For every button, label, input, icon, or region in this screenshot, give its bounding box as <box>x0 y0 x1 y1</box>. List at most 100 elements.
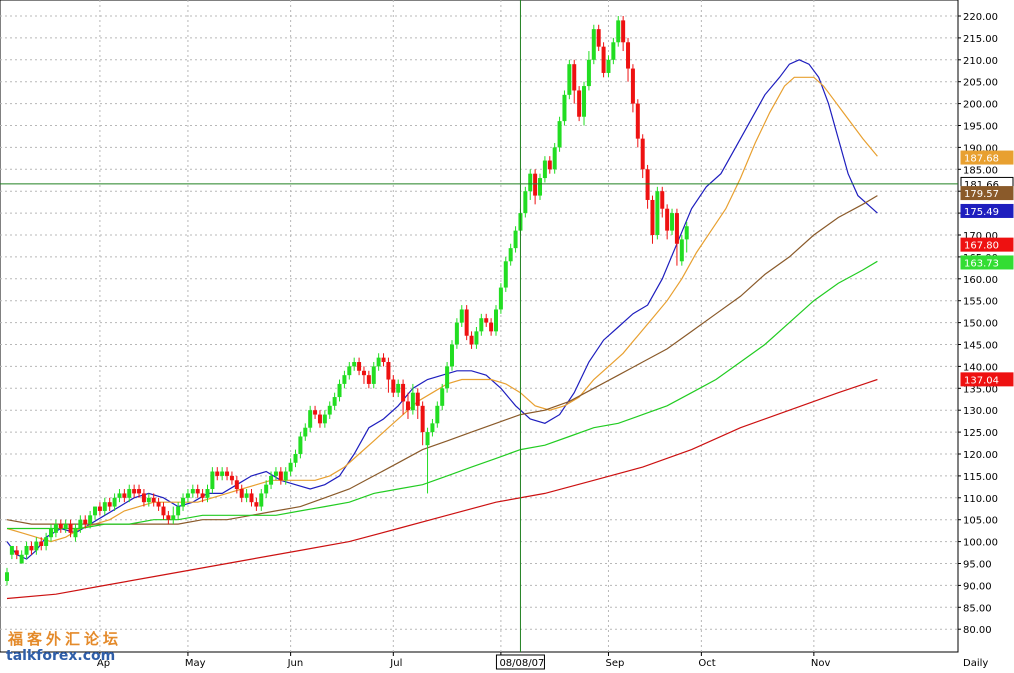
candle-body <box>244 493 249 498</box>
candle <box>533 169 538 205</box>
candle <box>88 510 93 529</box>
candle <box>557 116 562 152</box>
candle-body <box>127 489 132 498</box>
candle-body <box>151 497 156 503</box>
candle-body <box>469 335 474 345</box>
candle <box>273 467 278 481</box>
y-tick-label: 215.00 <box>963 34 998 45</box>
candle <box>93 506 98 520</box>
candle <box>249 489 254 507</box>
candle-body <box>386 362 391 380</box>
candle-body <box>410 392 415 411</box>
candle-body <box>415 392 420 406</box>
candle-body <box>181 497 186 507</box>
candle-body <box>68 524 73 533</box>
candle <box>479 313 484 336</box>
candle-body <box>141 493 146 503</box>
candle-body <box>660 191 665 209</box>
candle-body <box>210 471 215 490</box>
candle-body <box>58 524 63 529</box>
candle <box>611 37 616 65</box>
candle-body <box>425 432 430 446</box>
candle-body <box>430 423 435 433</box>
candle <box>459 305 464 327</box>
candle-body <box>78 519 83 529</box>
y-tick-label: 145.00 <box>963 341 998 352</box>
y-tick-label: 140.00 <box>963 362 998 373</box>
candle <box>269 471 274 490</box>
candle <box>176 502 181 520</box>
candle <box>430 418 435 437</box>
candle <box>5 567 9 586</box>
price-badge-label: 181.66 <box>964 180 999 191</box>
crosshair <box>0 0 958 652</box>
candle <box>376 353 381 371</box>
candle <box>225 467 230 481</box>
price-badge-box <box>960 237 1014 252</box>
candle-body <box>176 506 181 516</box>
price-badge: 163.73 <box>960 255 1014 270</box>
candle <box>44 532 49 551</box>
candle-body <box>313 410 318 415</box>
candle-body <box>156 502 161 507</box>
candle-body <box>102 502 107 511</box>
candle <box>24 541 29 560</box>
candle-body <box>542 160 547 179</box>
candle <box>132 484 137 498</box>
candle <box>386 357 391 393</box>
candlestick-series <box>5 16 689 586</box>
candle <box>58 519 63 533</box>
candle <box>655 186 660 240</box>
candle-body <box>665 208 670 231</box>
candle-body <box>557 121 562 148</box>
candle-body <box>259 493 264 507</box>
candle-body <box>503 261 508 288</box>
candle-body <box>479 318 484 332</box>
x-month-label: Nov <box>811 658 831 669</box>
candle-body <box>621 20 626 43</box>
x-month-label: Jun <box>287 658 304 669</box>
candle-body <box>215 471 220 476</box>
candle <box>542 156 547 183</box>
candle <box>371 362 376 389</box>
candle <box>513 226 518 253</box>
candle-body <box>445 366 450 389</box>
y-tick-label: 170.00 <box>963 231 998 242</box>
price-badge: 175.49 <box>960 203 1014 218</box>
candle-body <box>342 375 347 384</box>
candle <box>606 55 611 78</box>
candle <box>215 467 220 481</box>
candle <box>357 357 362 376</box>
candle <box>166 510 171 525</box>
candle-body <box>122 493 127 498</box>
candle <box>601 42 606 78</box>
crosshair-date-box <box>495 654 545 670</box>
candle <box>484 313 489 327</box>
candle <box>401 379 406 415</box>
candle <box>220 467 225 481</box>
candle <box>626 37 631 82</box>
candle-body <box>19 554 24 564</box>
candle <box>9 545 14 560</box>
candle <box>337 379 342 402</box>
candle-body <box>322 414 327 424</box>
candle <box>234 475 239 494</box>
candle-body <box>366 375 371 384</box>
candle-body <box>357 362 362 371</box>
candle-body <box>93 506 98 516</box>
price-badge: 137.04 <box>960 372 1014 387</box>
candle <box>14 545 19 560</box>
candle-body <box>29 545 34 551</box>
y-tick-label: 205.00 <box>963 78 998 89</box>
period-label: Daily <box>963 658 988 669</box>
candle <box>391 375 396 398</box>
candle-body <box>34 541 39 551</box>
candle-body <box>269 475 274 485</box>
candle <box>586 51 591 91</box>
candle-body <box>308 410 313 428</box>
candle-body <box>552 147 557 170</box>
candle-body <box>464 309 469 336</box>
candle <box>308 405 313 433</box>
price-badge: 187.68 <box>960 150 1014 165</box>
